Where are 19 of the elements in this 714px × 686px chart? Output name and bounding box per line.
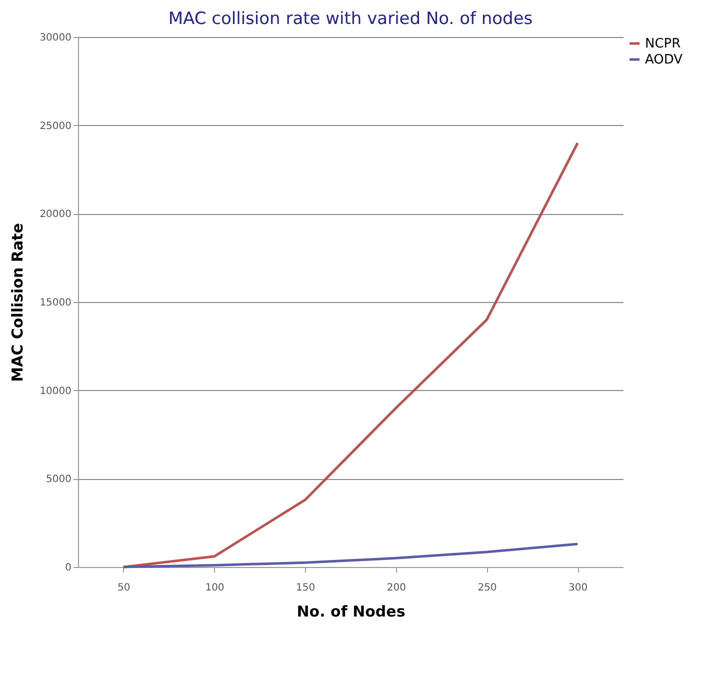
x-tick-label: 300 xyxy=(568,582,588,594)
y-axis-title: MAC Collision Rate xyxy=(8,223,27,382)
x-tick-label: 250 xyxy=(478,582,497,594)
y-tick-label: 0 xyxy=(65,562,72,574)
chart-title: MAC collision rate with varied No. of nodes xyxy=(168,9,533,29)
line-series xyxy=(122,542,579,568)
y-tick-label: 10000 xyxy=(40,386,72,397)
y-tick-label: 30000 xyxy=(40,32,72,44)
x-tick-label: 50 xyxy=(118,582,130,594)
x-tick-label: 150 xyxy=(296,582,316,594)
y-tick-label: 25000 xyxy=(40,120,72,132)
y-tick-label: 20000 xyxy=(40,209,72,220)
legend-label: AODV xyxy=(645,52,683,68)
legend-label: NCPR xyxy=(645,36,681,52)
x-tick-label: 200 xyxy=(386,582,406,594)
x-axis-title: No. of Nodes xyxy=(296,602,406,620)
y-tick-label: 15000 xyxy=(40,298,72,308)
y-tick-label: 5000 xyxy=(46,474,72,486)
x-tick-label: 100 xyxy=(205,582,224,594)
